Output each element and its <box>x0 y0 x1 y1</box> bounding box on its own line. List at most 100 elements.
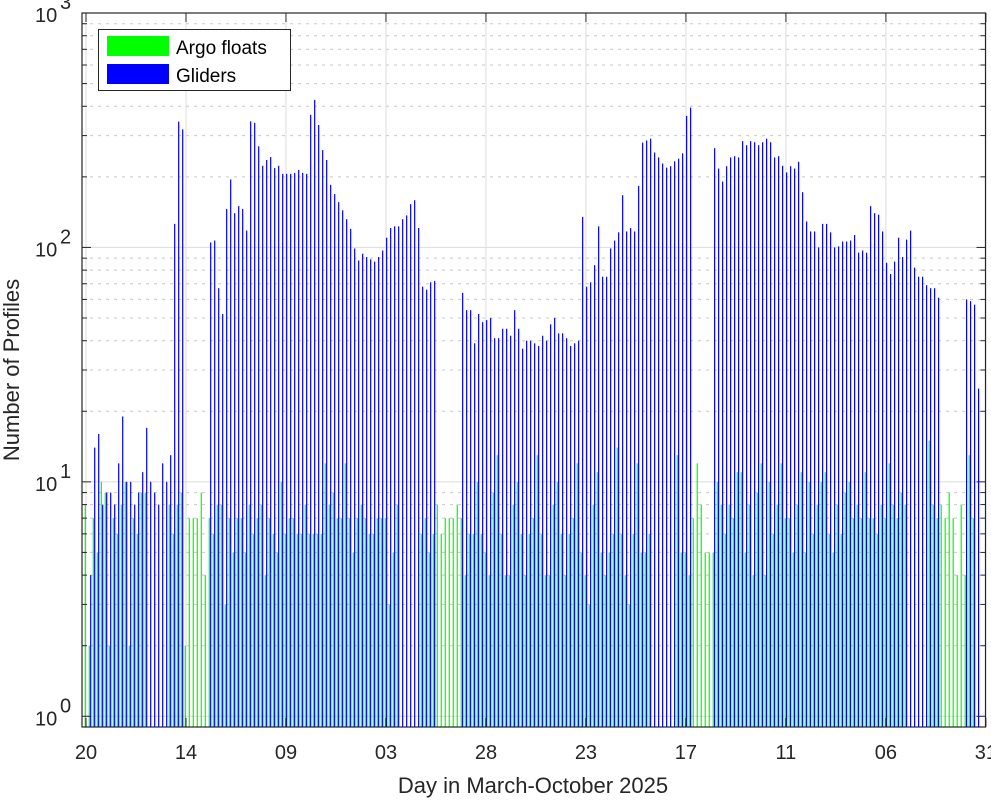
argo-bar <box>576 463 578 727</box>
argo-bar <box>192 518 194 727</box>
argo-bar <box>532 518 534 727</box>
argo-bar <box>336 518 338 727</box>
glider-bar <box>766 138 768 728</box>
argo-bar <box>344 463 346 727</box>
argo-bar <box>880 504 882 727</box>
argo-bar <box>856 504 858 727</box>
glider-bar <box>930 288 932 727</box>
glider-bar <box>126 481 128 727</box>
glider-bar <box>718 168 720 728</box>
glider-bar <box>646 140 648 727</box>
argo-bar <box>424 518 426 727</box>
glider-bar <box>834 247 836 727</box>
glider-bar <box>634 231 636 727</box>
glider-bar <box>250 121 252 728</box>
glider-bar <box>894 261 896 727</box>
glider-bar <box>606 276 608 727</box>
glider-bar <box>130 481 132 727</box>
glider-bar <box>98 433 100 727</box>
glider-bar <box>298 169 300 727</box>
argo-bar <box>132 518 134 727</box>
glider-bar <box>658 157 660 728</box>
glider-bar <box>730 157 732 728</box>
argo-bar <box>332 492 334 727</box>
glider-bar <box>106 492 108 727</box>
argo-bar <box>300 533 302 727</box>
glider-bar <box>966 299 968 727</box>
argo-bar <box>940 504 942 727</box>
glider-bar <box>922 276 924 727</box>
glider-bar <box>842 241 844 727</box>
x-tick-label: 31 <box>975 742 991 764</box>
argo-bar <box>780 463 782 727</box>
glider-bar <box>814 231 816 727</box>
glider-bar <box>238 206 240 727</box>
argo-bar <box>868 518 870 727</box>
argo-bar <box>948 492 950 727</box>
glider-bar <box>970 301 972 727</box>
argo-bar <box>180 492 182 727</box>
plot-frame <box>81 12 987 728</box>
glider-bar <box>390 228 392 728</box>
argo-bar <box>120 504 122 727</box>
x-tick-label: 28 <box>475 742 497 764</box>
glider-bar <box>550 324 552 727</box>
glider-bar <box>330 184 332 728</box>
glider-bar <box>358 260 360 727</box>
argo-bar <box>144 492 146 727</box>
glider-bar <box>166 481 168 727</box>
argo-bar <box>688 575 690 727</box>
glider-bar <box>366 257 368 727</box>
glider-bar <box>230 179 232 728</box>
glider-bar <box>102 504 104 727</box>
argo-bar <box>840 533 842 727</box>
glider-bar <box>418 228 420 728</box>
argo-bar <box>420 533 422 727</box>
argo-bar <box>588 604 590 727</box>
glider-bar <box>782 165 784 728</box>
glider-bar <box>346 219 348 727</box>
glider-bar <box>158 504 160 727</box>
glider-bar <box>886 262 888 727</box>
argo-bar <box>708 552 710 727</box>
glider-bar <box>910 230 912 727</box>
glider-bar <box>838 246 840 727</box>
argo-bar <box>812 533 814 727</box>
argo-bar <box>896 518 898 727</box>
glider-bar <box>374 261 376 727</box>
legend: Argo floats Gliders <box>98 29 291 91</box>
argo-bar <box>324 463 326 727</box>
argo-bar <box>124 481 126 727</box>
y-tick-exponent: 0 <box>60 695 71 717</box>
glider-bar <box>334 194 336 728</box>
x-tick-label: 03 <box>375 742 397 764</box>
glider-bar <box>674 161 676 727</box>
glider-bar <box>662 163 664 728</box>
argo-bar <box>268 518 270 727</box>
argo-bar <box>320 533 322 727</box>
glider-bar <box>350 228 352 727</box>
glider-bar <box>610 248 612 727</box>
glider-bar <box>170 455 172 727</box>
glider-bar <box>266 160 268 727</box>
argo-bar <box>200 492 202 727</box>
argo-bar <box>632 533 634 727</box>
argo-bar <box>520 533 522 727</box>
argo-bar <box>768 481 770 727</box>
argo-bar <box>220 504 222 727</box>
argo-bar <box>296 533 298 727</box>
glider-bar <box>90 575 92 727</box>
glider-bar <box>486 320 488 727</box>
argo-bar <box>596 472 598 727</box>
argo-bar <box>716 481 718 727</box>
glider-bar <box>574 343 576 727</box>
glider-bar <box>110 492 112 727</box>
argo-bar <box>108 645 110 727</box>
glider-bar <box>138 492 140 727</box>
argo-bar <box>684 552 686 727</box>
glider-bar <box>726 166 728 727</box>
argo-bar <box>704 552 706 727</box>
glider-bar <box>670 166 672 727</box>
argo-bar <box>464 575 466 727</box>
